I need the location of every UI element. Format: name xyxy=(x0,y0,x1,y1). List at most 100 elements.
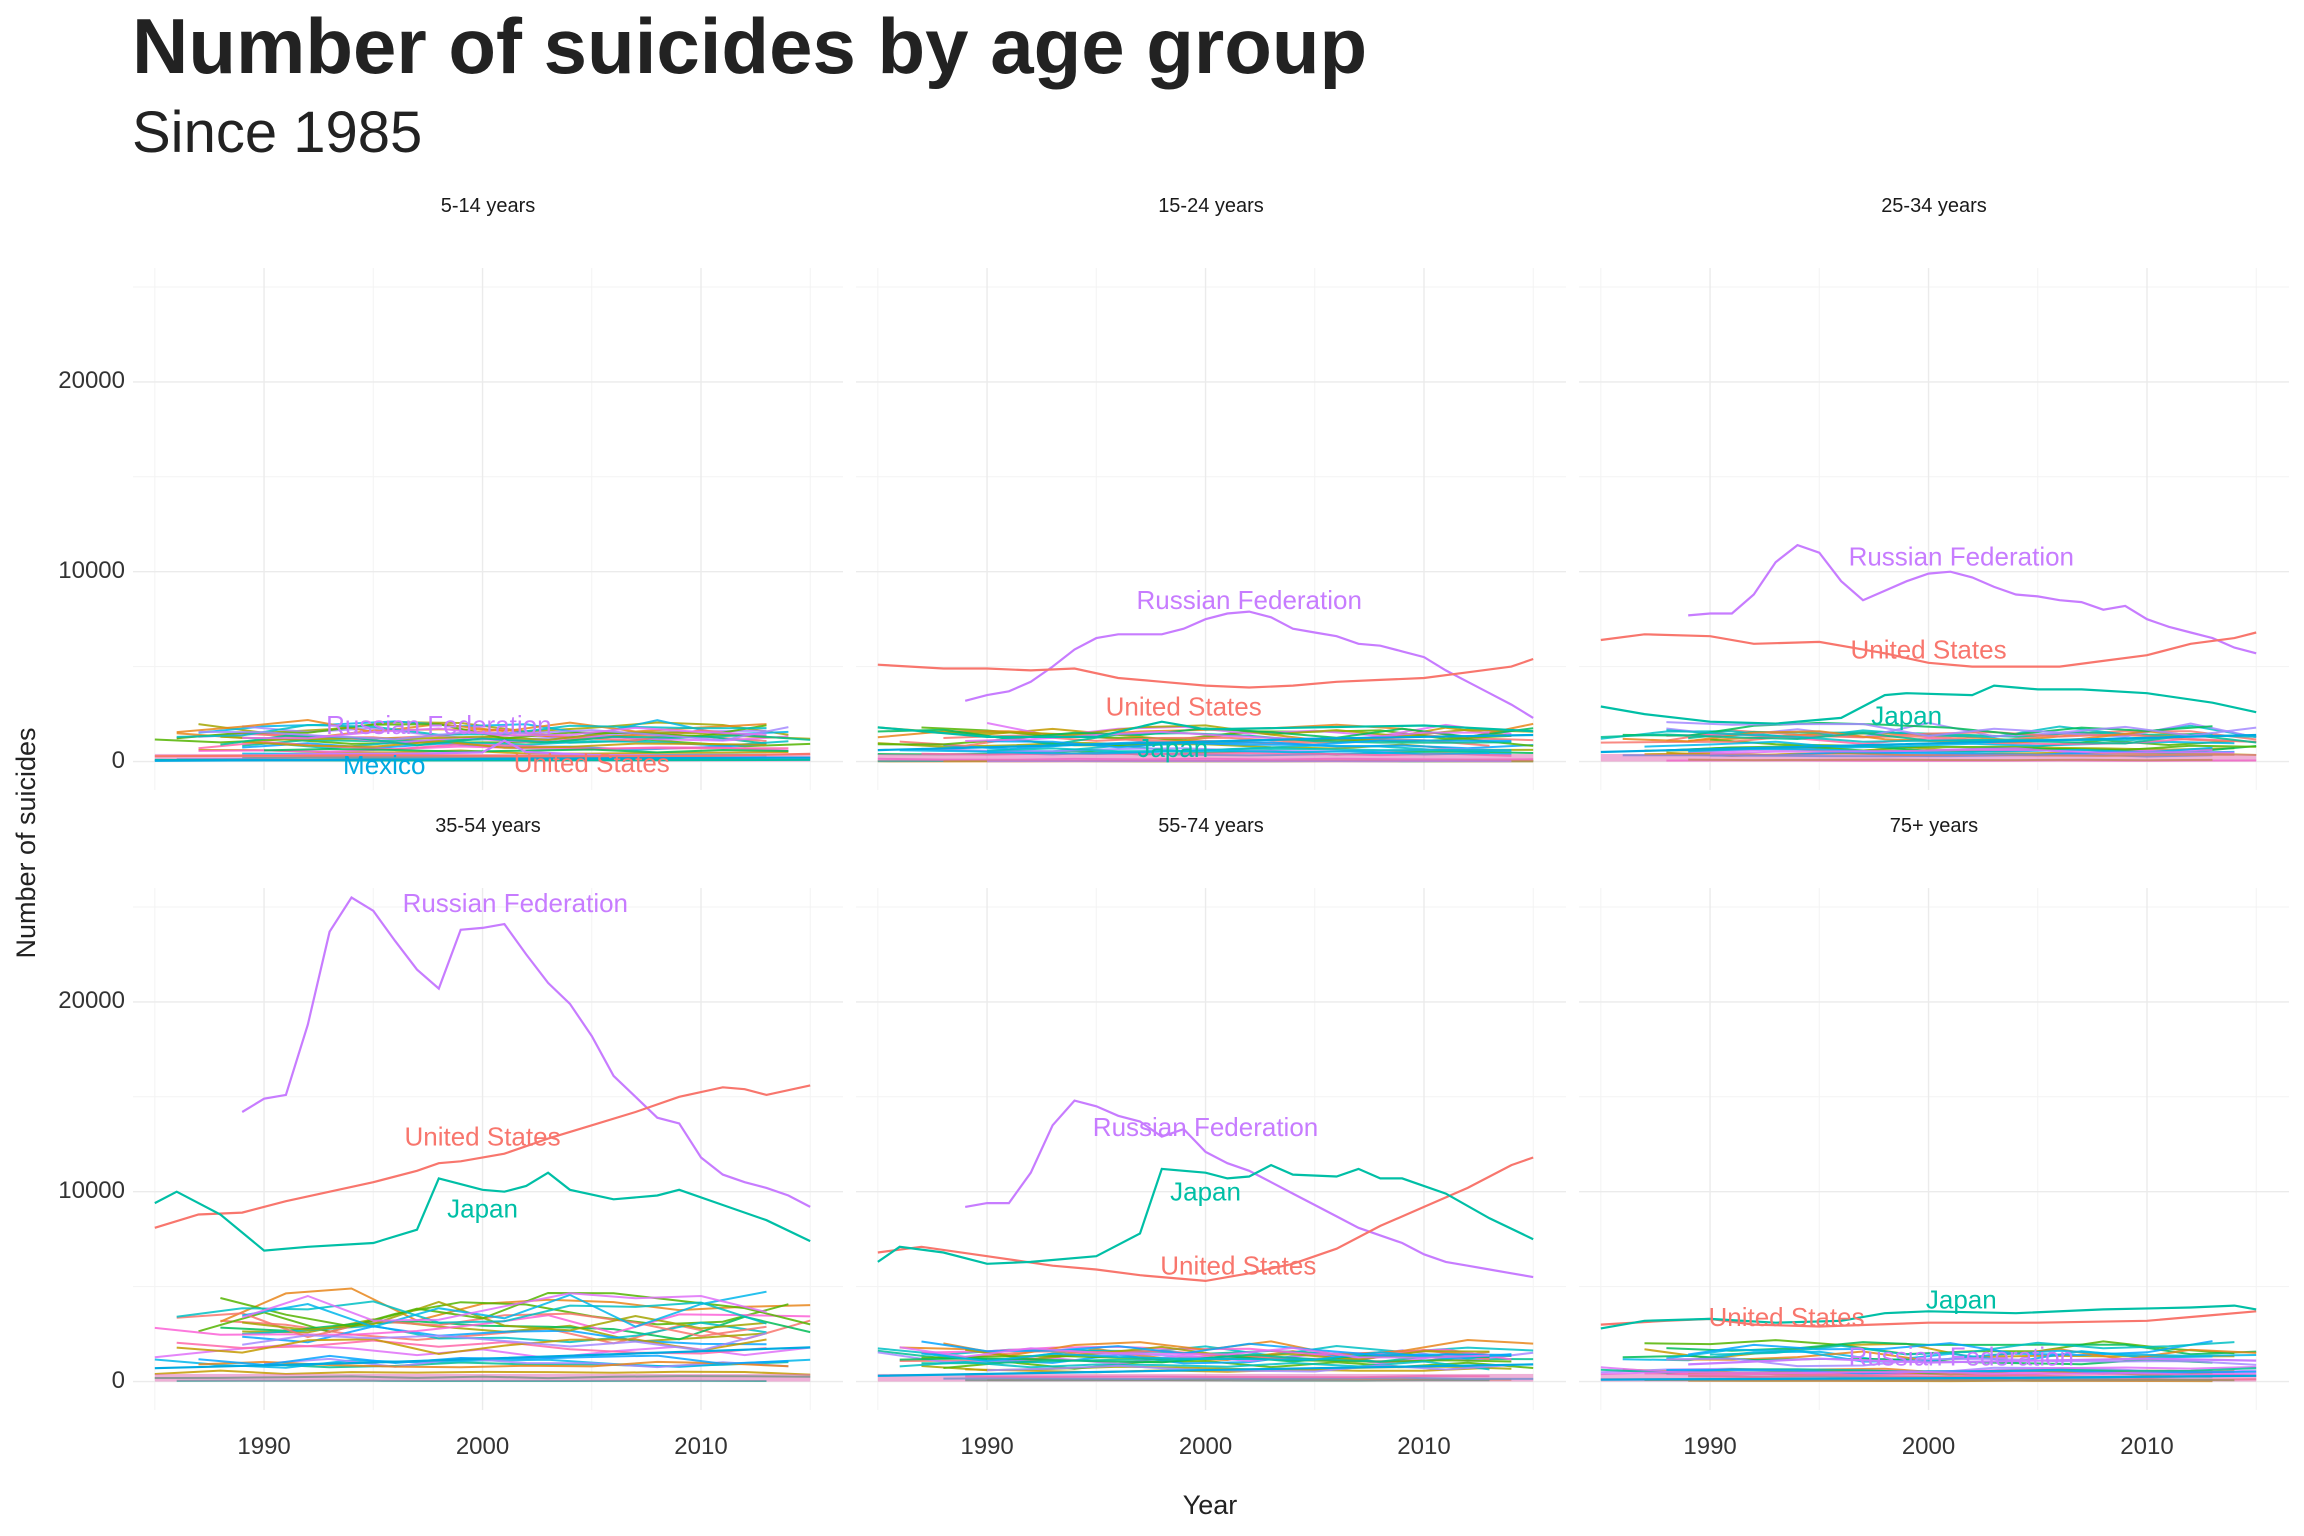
series-line-russian-federation xyxy=(1688,543,2257,655)
x-tick-label: 2010 xyxy=(674,1433,727,1460)
background-series-line xyxy=(242,1300,767,1332)
background-series-line xyxy=(1710,748,2235,755)
y-tick-label: 20000 xyxy=(58,987,125,1014)
background-series-line xyxy=(921,1340,1512,1357)
series-label: Russian Federation xyxy=(1136,585,1361,615)
x-tick-label: 2000 xyxy=(1179,1433,1232,1460)
series-line-mexico xyxy=(154,1346,811,1370)
panel-0: 5-14 years Russian Federation Mexico United… xyxy=(58,195,843,790)
baseline-band xyxy=(154,753,811,762)
series-label: United States xyxy=(1106,691,1262,721)
background-series-line xyxy=(987,1364,1512,1373)
background-series-line xyxy=(154,1313,811,1336)
background-series-line xyxy=(1666,721,2257,738)
facet-strip-label: 5-14 years xyxy=(441,195,536,217)
background-series-line xyxy=(1600,1370,2257,1376)
background-series-line xyxy=(987,739,1512,749)
panels-layer: 5-14 years Russian Federation Mexico United… xyxy=(58,195,2289,1460)
y-tick-label: 0 xyxy=(112,747,125,774)
background-series-line xyxy=(943,741,1534,751)
series-line-mexico xyxy=(1600,733,2257,754)
y-axis-title: Number of suicides xyxy=(11,727,41,958)
background-series-line xyxy=(1666,1348,2257,1363)
series-label: Russian Federation xyxy=(326,710,551,740)
background-series-line xyxy=(176,1312,767,1339)
series-label: United States xyxy=(1850,634,2006,664)
series-line-united-states xyxy=(154,1084,811,1229)
series-line-mexico xyxy=(877,1363,1534,1377)
baseline-band xyxy=(1600,753,2257,762)
background-series-line xyxy=(1688,1340,2213,1357)
baseline-band xyxy=(877,1373,1534,1382)
series-line-russian-federation xyxy=(241,896,811,1208)
series-label: Russian Federation xyxy=(1093,1112,1318,1142)
background-series-line xyxy=(943,1359,1534,1370)
x-tick-label: 2010 xyxy=(1397,1433,1450,1460)
background-series-line xyxy=(264,747,789,754)
series-label: Mexico xyxy=(343,750,425,780)
background-series-line xyxy=(242,726,767,740)
series-label: United States xyxy=(1160,1251,1316,1281)
panel-1: 15-24 years Russian Federation United Stat… xyxy=(856,195,1566,790)
series-line-mexico xyxy=(877,733,1534,752)
series-line-mexico xyxy=(1600,1374,2257,1381)
series-line-russian-federation xyxy=(1688,1357,2257,1366)
background-series-line xyxy=(1600,731,2257,744)
series-line-united-states xyxy=(154,752,811,758)
background-series-line xyxy=(198,1301,789,1333)
x-tick-label: 2000 xyxy=(456,1433,509,1460)
panel-3: 35-54 years Russian Federation United Stat… xyxy=(58,815,843,1460)
background-series-line xyxy=(899,1346,1490,1359)
x-tick-label: 2010 xyxy=(2120,1433,2173,1460)
series-label: United States xyxy=(404,1121,560,1151)
page-title: Number of suicides by age group xyxy=(132,2,1368,90)
baseline-band xyxy=(877,753,1534,762)
background-series-line xyxy=(154,1369,811,1376)
x-tick-label: 1990 xyxy=(960,1433,1013,1460)
background-series-line xyxy=(220,1287,811,1323)
series-line-japan xyxy=(877,1163,1534,1265)
series-line-united-states xyxy=(1600,631,2257,668)
series-line-united-states xyxy=(877,1156,1534,1283)
facet-strip-label: 55-74 years xyxy=(1158,815,1264,837)
baseline-band xyxy=(154,1373,811,1382)
series-line-japan xyxy=(1600,684,2257,725)
y-tick-label: 10000 xyxy=(58,557,125,584)
x-tick-label: 1990 xyxy=(1683,1433,1736,1460)
series-label: Russian Federation xyxy=(1849,541,2074,571)
background-series-line xyxy=(241,1292,767,1322)
series-label: United States xyxy=(1708,1302,1864,1332)
background-series-line xyxy=(986,732,1512,746)
y-tick-label: 10000 xyxy=(58,1177,125,1204)
series-label: United States xyxy=(514,748,670,778)
background-series-line xyxy=(899,1360,1490,1371)
background-series-line xyxy=(176,1338,767,1356)
series-label: Russian Federation xyxy=(403,888,628,918)
series-line-japan xyxy=(154,1171,811,1252)
facet-strip-label: 15-24 years xyxy=(1158,195,1264,217)
y-tick-label: 0 xyxy=(112,1367,125,1394)
series-label: Russian Federation xyxy=(1849,1342,2074,1372)
background-series-line xyxy=(198,726,789,742)
background-series-line xyxy=(1622,721,2213,737)
series-label: Japan xyxy=(1170,1176,1241,1206)
panel-4: 55-74 years Russian Federation Japan United… xyxy=(856,815,1566,1460)
series-label: Japan xyxy=(447,1194,518,1224)
facet-strip-label: 35-54 years xyxy=(435,815,541,837)
panel-2: 25-34 years Russian Federation United Stat… xyxy=(1579,195,2289,790)
x-tick-label: 1990 xyxy=(237,1433,290,1460)
x-axis-title: Year xyxy=(1183,1490,1238,1520)
series-line-japan xyxy=(1600,1304,2257,1330)
facet-strip-label: 25-34 years xyxy=(1881,195,1987,217)
background-series-line xyxy=(242,1332,767,1352)
series-line-mexico xyxy=(154,756,811,762)
series-line-russian-federation xyxy=(965,1099,1534,1279)
series-line-united-states xyxy=(877,657,1534,689)
series-label: Japan xyxy=(1871,701,1942,731)
series-line-japan xyxy=(877,720,1534,739)
background-series-line xyxy=(1666,1369,2257,1375)
background-series-line xyxy=(899,749,1490,756)
background-series-line xyxy=(1666,1357,2257,1368)
facet-strip-label: 75+ years xyxy=(1890,815,1978,837)
